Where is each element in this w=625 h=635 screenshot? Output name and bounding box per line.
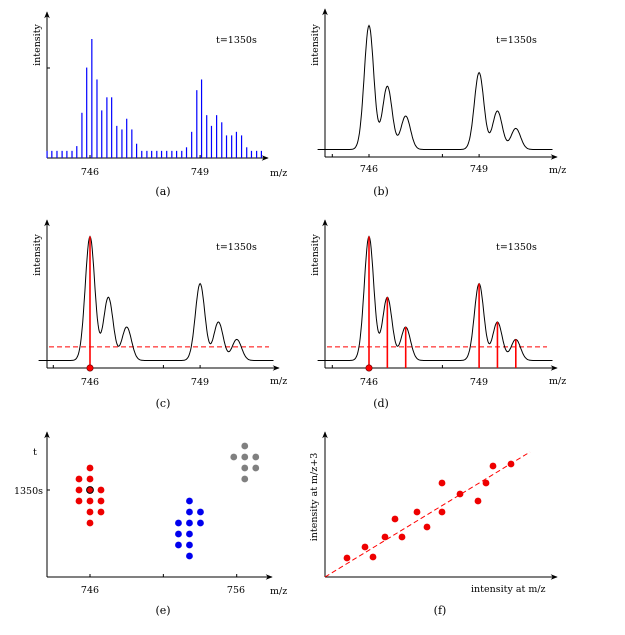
cluster-point (186, 530, 193, 538)
time-annotation: t=1350s (216, 242, 257, 253)
spectrum-curve (317, 24, 553, 150)
x-tick-label: 749 (191, 377, 209, 388)
x-tick-label: 749 (470, 377, 488, 388)
cluster-point (97, 508, 105, 516)
cluster-point (241, 453, 249, 461)
cluster-point (175, 541, 182, 549)
plot-area-f (322, 431, 558, 580)
scatter-point (438, 508, 446, 516)
x-axis-label: m/z (549, 165, 566, 176)
scatter-point (369, 553, 377, 561)
cluster-point (97, 497, 105, 505)
scatter-point (343, 554, 351, 562)
cluster-point (186, 508, 193, 516)
time-annotation: t=1350s (216, 35, 257, 46)
y-axis-label: t (33, 447, 37, 458)
y-axis-label: intensity (32, 23, 43, 65)
panel-caption: (f) (434, 604, 447, 617)
scatter-point (438, 479, 446, 487)
cluster-point (241, 442, 249, 450)
scatter-point (474, 497, 482, 505)
spectrum-curve (317, 235, 553, 361)
cluster-point (197, 508, 204, 516)
cluster-point (230, 453, 238, 461)
panel-caption: (b) (373, 185, 389, 198)
plot-area-e (44, 431, 273, 580)
cluster-point (86, 508, 94, 516)
scatter-point (398, 533, 406, 541)
scatter-point (361, 543, 369, 551)
cluster-point (75, 475, 83, 483)
time-annotation: t=1350s (496, 35, 537, 46)
panel-a: intensity t=1350s 746 749 m/z (a) (32, 11, 287, 198)
plot-area-a (44, 11, 269, 161)
scatter-point (423, 523, 431, 531)
peak-marker (86, 364, 94, 372)
panel-c: intensity t=1350s 746 749 m/z (c) (32, 219, 287, 410)
panel-caption: (d) (373, 397, 389, 410)
panel-e: t 1350s 746 756 m/z (e) (14, 431, 287, 617)
panel-f: intensity at m/z+3 intensity at m/z (f) (309, 431, 558, 617)
cluster-point (86, 475, 94, 483)
cluster-point (175, 530, 182, 538)
cluster-point (186, 497, 193, 505)
scatter-point (489, 462, 497, 470)
cluster-point (241, 464, 249, 472)
highlighted-point (86, 486, 94, 494)
cluster-point (86, 519, 94, 527)
x-axis-label: m/z (270, 376, 287, 387)
x-axis-label: intensity at m/z (471, 584, 546, 595)
x-tick-label: 746 (360, 164, 378, 175)
cluster-point (252, 464, 260, 472)
x-tick-label: 749 (191, 167, 209, 178)
scatter-point (456, 490, 464, 498)
cluster-point (86, 464, 94, 472)
y-tick-label: 1350s (14, 486, 43, 497)
cluster-point (241, 475, 249, 483)
cluster-point (86, 497, 94, 505)
x-tick-label: 746 (360, 377, 378, 388)
cluster-point (186, 541, 193, 549)
x-axis-label: m/z (549, 376, 566, 387)
cluster-point (197, 519, 204, 527)
plot-area-c (38, 219, 280, 372)
x-tick-label: 746 (81, 167, 99, 178)
cluster-point (252, 453, 260, 461)
time-annotation: t=1350s (496, 242, 537, 253)
x-tick-label: 756 (227, 585, 245, 596)
cluster-point (75, 497, 83, 505)
scatter-point (391, 515, 399, 523)
cluster-point (75, 486, 83, 494)
cluster-point (175, 519, 182, 527)
x-tick-label: 746 (81, 585, 99, 596)
x-axis-label: m/z (270, 586, 287, 597)
x-tick-label: 749 (470, 164, 488, 175)
panel-caption: (a) (155, 185, 170, 198)
y-axis-label: intensity (310, 233, 321, 275)
plot-area-d (317, 219, 558, 372)
cluster-point (97, 486, 105, 494)
y-axis-label: intensity at m/z+3 (309, 453, 320, 542)
y-axis-label: intensity (32, 233, 43, 275)
plot-area-b (317, 8, 558, 160)
scatter-point (413, 508, 421, 516)
cluster-point (186, 552, 193, 560)
cluster-point (186, 519, 193, 527)
y-axis-label: intensity (310, 23, 321, 65)
panel-b: intensity t=1350s 746 749 m/z (b) (310, 8, 566, 198)
x-tick-label: 746 (81, 377, 99, 388)
scatter-point (482, 479, 490, 487)
panel-caption: (e) (155, 604, 170, 617)
scatter-point (507, 460, 515, 468)
fit-line (324, 451, 531, 578)
panel-d: intensity t=1350s 746 749 m/z (d) (310, 219, 566, 410)
panel-caption: (c) (156, 397, 171, 410)
spectrum-curve (38, 235, 274, 361)
peak-marker (365, 364, 373, 372)
x-axis-label: m/z (270, 168, 287, 179)
scatter-point (381, 533, 389, 541)
